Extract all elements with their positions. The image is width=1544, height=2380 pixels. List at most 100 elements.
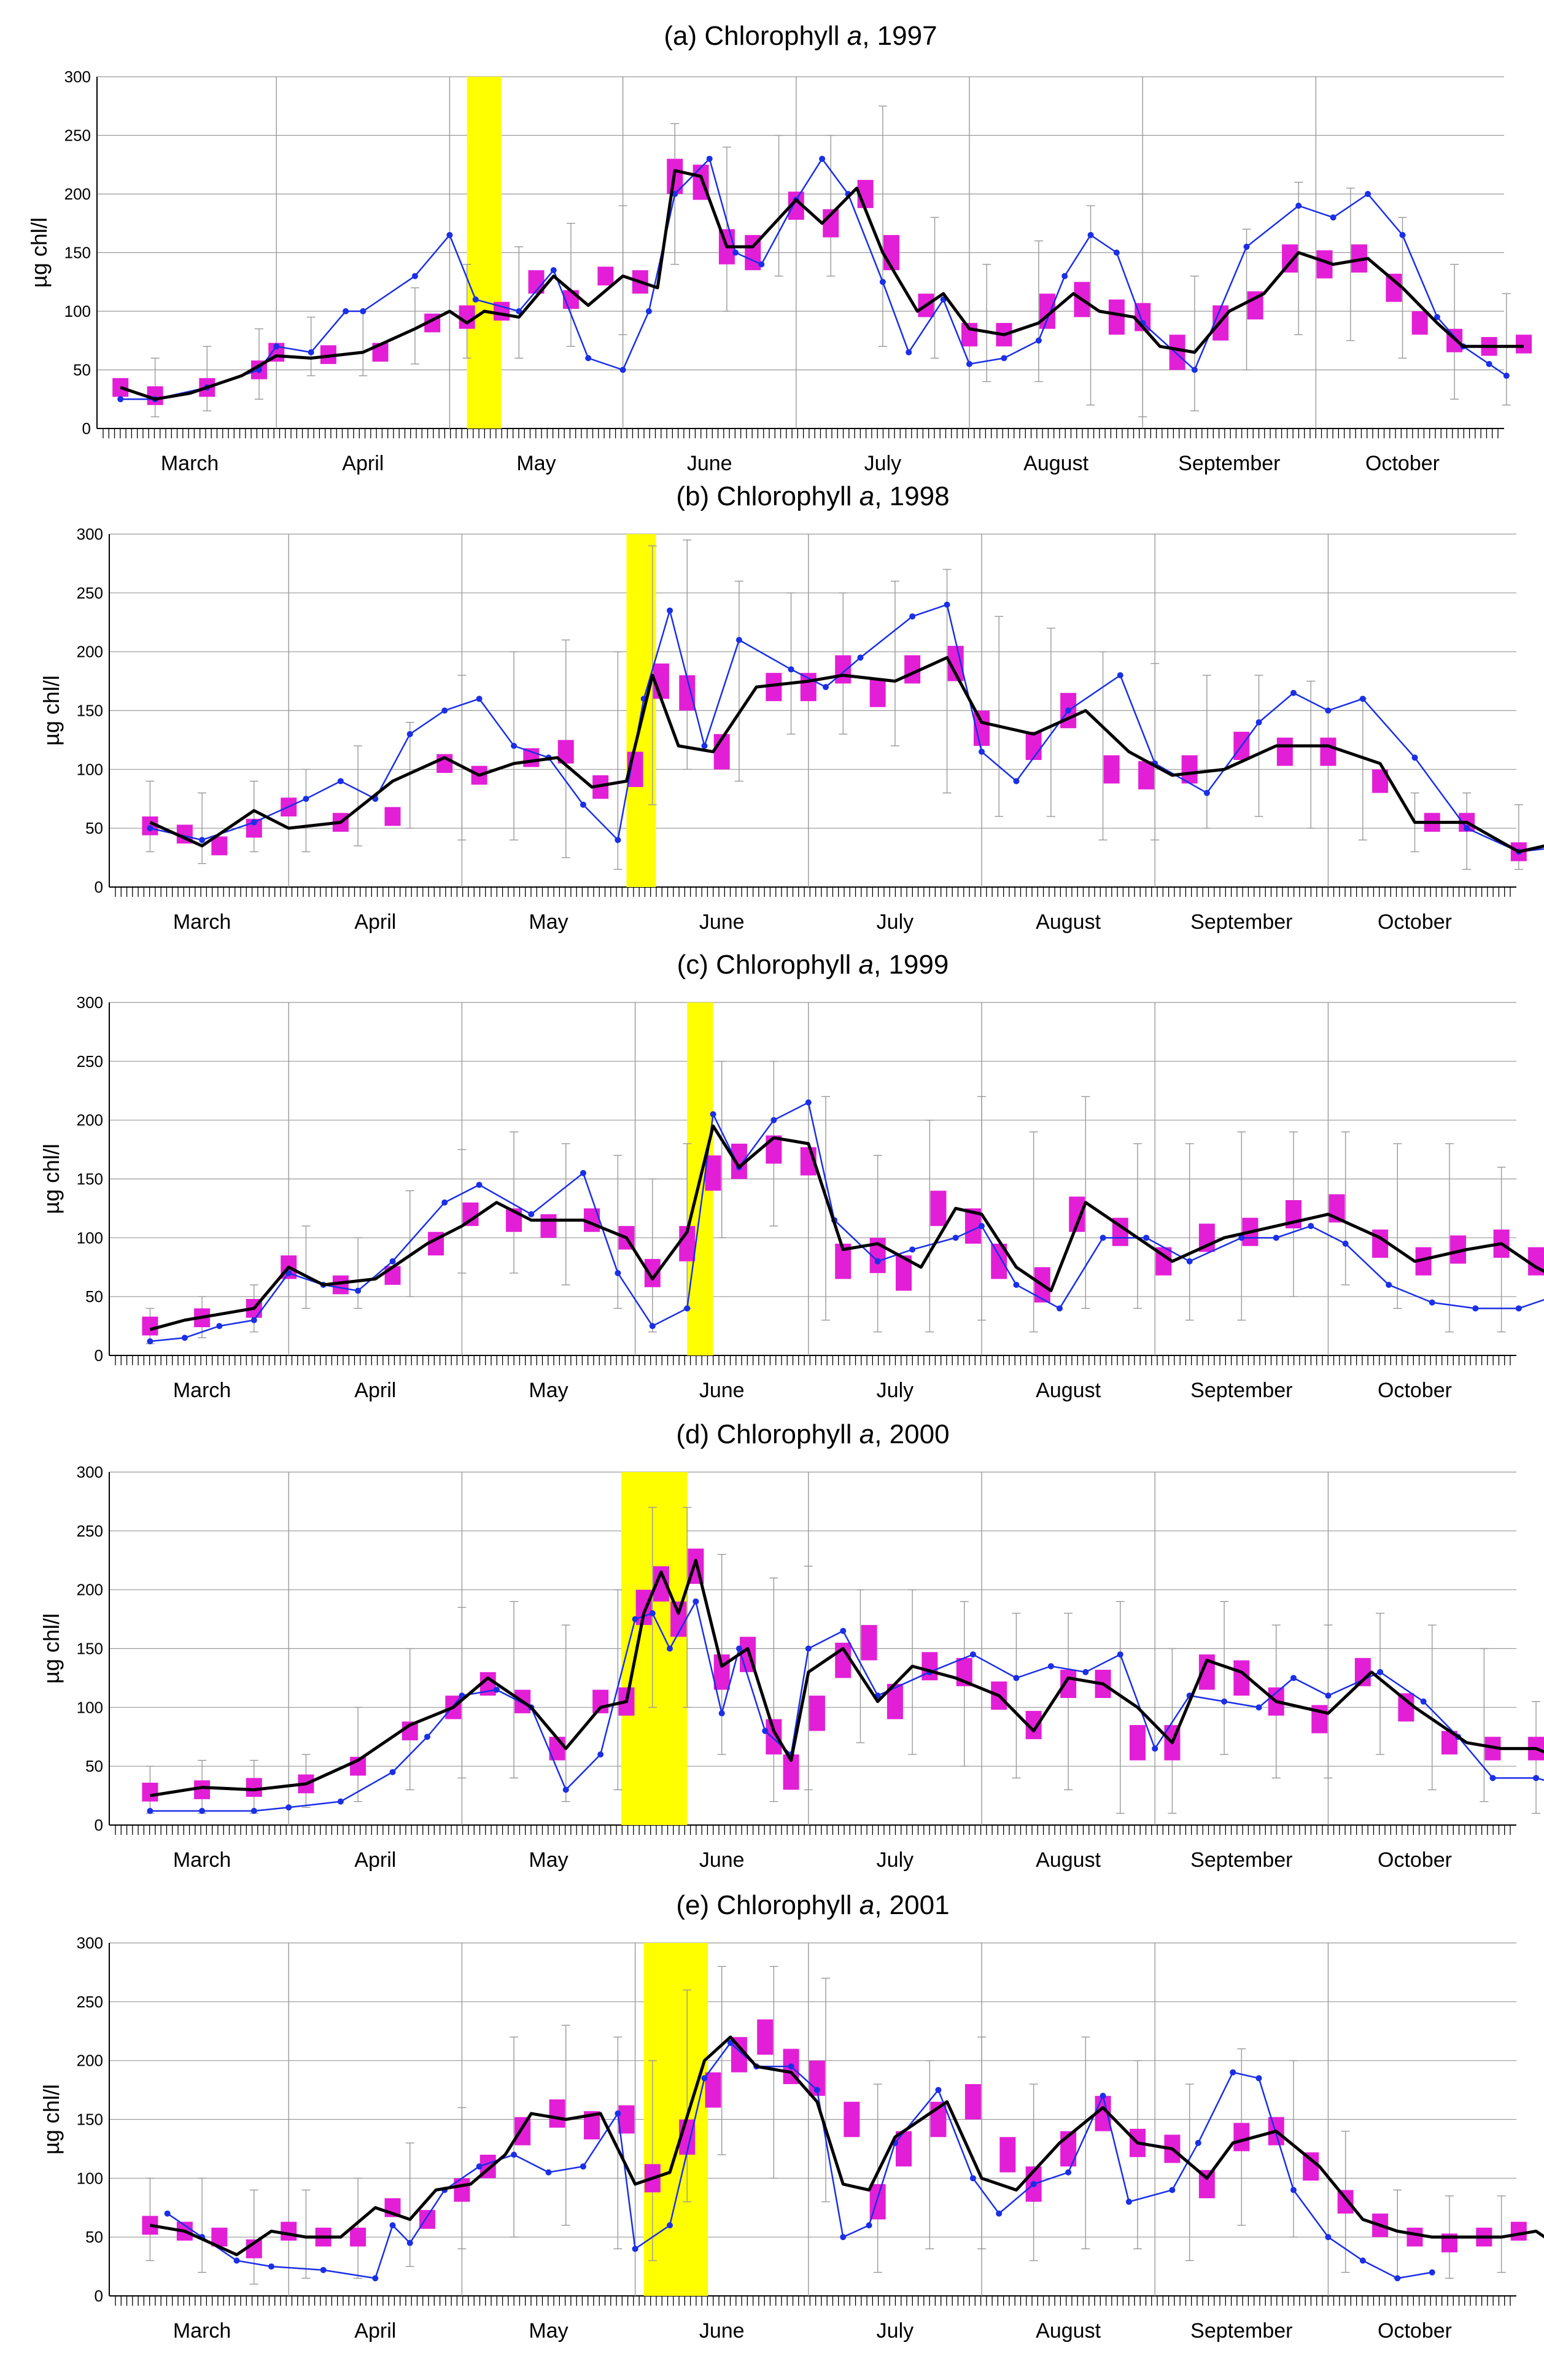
model-point: [1195, 2139, 1201, 2146]
title-suffix: , 2001: [874, 1890, 949, 1920]
y-tick-label: 100: [77, 1698, 103, 1716]
y-tick-label: 300: [77, 525, 103, 543]
month-label: September: [1190, 1848, 1292, 1872]
y-tick-label: 50: [85, 2228, 103, 2246]
model-point: [1255, 719, 1262, 726]
model-point: [1061, 273, 1068, 279]
event-highlight-band: [467, 77, 502, 428]
month-label: September: [1190, 2319, 1292, 2343]
month-label: July: [877, 1848, 914, 1872]
model-point: [672, 191, 678, 197]
event-highlight-band: [643, 1943, 708, 2296]
sample-box: [597, 266, 614, 285]
model-point: [935, 2087, 942, 2093]
month-label: August: [1036, 1848, 1101, 1872]
model-point: [701, 2075, 708, 2082]
model-point: [1359, 696, 1366, 702]
sample-box: [246, 1778, 262, 1797]
model-point: [615, 1269, 621, 1276]
y-tick-label: 300: [64, 68, 91, 86]
model-point: [667, 607, 673, 614]
model-point: [550, 267, 557, 274]
model-point: [1515, 1305, 1522, 1312]
title-suffix: , 1998: [874, 481, 949, 511]
sample-box: [999, 2137, 1016, 2173]
sample-box: [766, 1719, 782, 1754]
model-point: [1013, 1282, 1020, 1288]
title-prefix: (a) Chlorophyll: [664, 21, 847, 51]
y-tick-label: 100: [77, 1228, 103, 1247]
month-label: July: [877, 910, 914, 934]
model-point: [389, 2222, 396, 2228]
model-point: [1113, 249, 1120, 256]
sample-box: [1129, 1725, 1146, 1761]
title-var: a: [859, 950, 874, 980]
model-point: [1295, 203, 1302, 209]
model-point: [273, 343, 280, 350]
model-point: [406, 2239, 413, 2246]
y-tick-label: 50: [85, 819, 103, 837]
sample-box: [861, 1625, 877, 1661]
model-point: [969, 1651, 976, 1658]
model-point: [446, 231, 453, 238]
y-tick-label: 0: [95, 2287, 103, 2305]
y-tick-label: 50: [73, 361, 91, 379]
title-var: a: [859, 1419, 874, 1449]
sample-box: [540, 1214, 557, 1238]
sample-box: [1303, 2152, 1319, 2181]
model-point: [1100, 2093, 1106, 2099]
sample-box: [809, 1696, 825, 1731]
sample-box: [1516, 335, 1532, 354]
sample-box: [1320, 737, 1336, 766]
model-point: [1290, 2187, 1297, 2193]
sample-box: [964, 2084, 981, 2120]
panel-5: (e) Chlorophyll a, 2001 µg chl/l 0 50 100 150…: [39, 1890, 1544, 2343]
sample-box: [1510, 2222, 1527, 2241]
month-label: October: [1378, 2319, 1452, 2343]
model-point: [874, 1258, 881, 1265]
model-point: [1065, 707, 1072, 714]
model-point: [372, 2275, 379, 2282]
y-axis-label: µg chl/l: [39, 2084, 64, 2155]
sample-box: [670, 1601, 687, 1637]
month-label: June: [699, 910, 745, 934]
sample-box: [705, 1155, 721, 1191]
sample-box: [459, 305, 475, 329]
title-suffix: , 1999: [874, 950, 949, 980]
sample-box: [844, 2101, 860, 2138]
model-point: [580, 801, 586, 808]
sample-box: [1276, 737, 1293, 766]
model-point: [1013, 778, 1020, 785]
title-prefix: (d) Chlorophyll: [676, 1419, 859, 1449]
model-point: [250, 1317, 257, 1324]
model-point: [1273, 1235, 1279, 1241]
model-point: [813, 2087, 820, 2093]
sample-box: [618, 2105, 635, 2134]
month-label: April: [342, 452, 384, 475]
y-tick-label: 250: [77, 1522, 103, 1540]
model-point: [337, 778, 344, 785]
model-point: [308, 349, 314, 355]
model-point: [1429, 1299, 1435, 1306]
model-point: [580, 2163, 586, 2170]
model-point: [906, 349, 912, 355]
sample-box: [869, 678, 886, 707]
model-point: [441, 707, 448, 714]
y-tick-label: 200: [77, 643, 103, 661]
model-point: [1100, 1235, 1106, 1241]
month-label: May: [529, 1379, 568, 1402]
month-label: July: [864, 452, 901, 475]
sample-box: [1398, 1693, 1414, 1722]
title-suffix: , 2000: [874, 1419, 949, 1449]
model-point: [840, 2234, 847, 2241]
sample-box: [1169, 335, 1185, 370]
model-point: [597, 1751, 604, 1758]
model-point: [1394, 2275, 1401, 2282]
model-point: [770, 1117, 777, 1123]
month-label: September: [1190, 910, 1292, 934]
model-point: [1486, 360, 1492, 367]
model-point: [866, 2222, 872, 2228]
sample-box: [757, 2019, 774, 2055]
y-tick-label: 100: [77, 760, 103, 778]
